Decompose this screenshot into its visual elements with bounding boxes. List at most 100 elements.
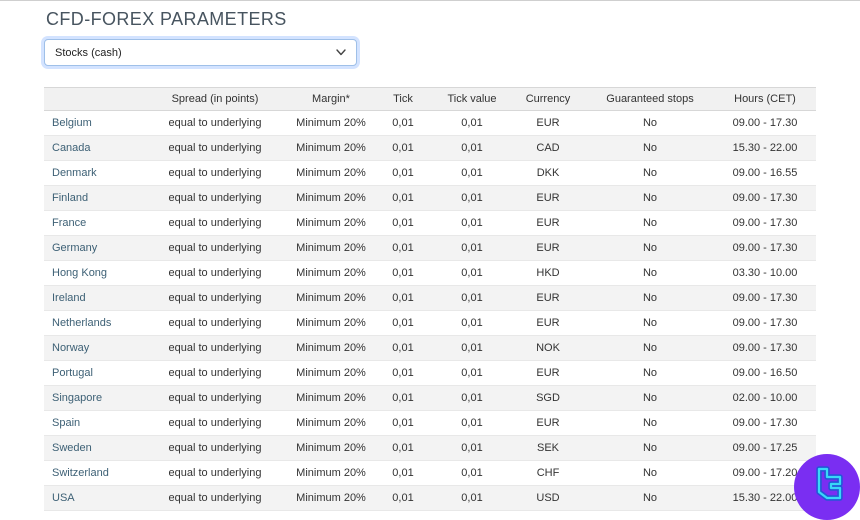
guaranteed-stops-cell: No xyxy=(586,285,714,311)
country-link[interactable]: Netherlands xyxy=(44,310,140,336)
country-link[interactable]: Germany xyxy=(44,235,140,261)
margin-cell: Minimum 20% xyxy=(290,335,372,361)
spread-cell: equal to underlying xyxy=(140,360,290,386)
currency-cell: EUR xyxy=(510,110,586,136)
hours-cell: 09.00 - 17.30 xyxy=(714,110,816,136)
spread-cell: equal to underlying xyxy=(140,260,290,286)
currency-cell: EUR xyxy=(510,235,586,261)
instrument-select-value: Stocks (cash) xyxy=(55,46,122,59)
country-link[interactable]: Portugal xyxy=(44,360,140,386)
guaranteed-stops-cell: No xyxy=(586,160,714,186)
spread-cell: equal to underlying xyxy=(140,285,290,311)
brand-watermark-logo-icon xyxy=(794,454,860,520)
tick-value-cell: 0,01 xyxy=(434,235,510,261)
tick-value-cell: 0,01 xyxy=(434,135,510,161)
margin-cell: Minimum 20% xyxy=(290,310,372,336)
margin-cell: Minimum 20% xyxy=(290,435,372,461)
hours-cell: 09.00 - 16.55 xyxy=(714,160,816,186)
tick-cell: 0,01 xyxy=(372,210,434,236)
page-title: CFD-FOREX PARAMETERS xyxy=(46,9,287,29)
tick-value-cell: 0,01 xyxy=(434,285,510,311)
tick-cell: 0,01 xyxy=(372,160,434,186)
margin-cell: Minimum 20% xyxy=(290,385,372,411)
table-row: USA equal to underlying Minimum 20% 0,01… xyxy=(44,485,816,511)
margin-cell: Minimum 20% xyxy=(290,135,372,161)
tick-cell: 0,01 xyxy=(372,360,434,386)
margin-cell: Minimum 20% xyxy=(290,410,372,436)
col-guaranteed-stops: Guaranteed stops xyxy=(586,87,714,111)
country-link[interactable]: Norway xyxy=(44,335,140,361)
guaranteed-stops-cell: No xyxy=(586,460,714,486)
spread-cell: equal to underlying xyxy=(140,135,290,161)
spread-cell: equal to underlying xyxy=(140,410,290,436)
guaranteed-stops-cell: No xyxy=(586,210,714,236)
guaranteed-stops-cell: No xyxy=(586,485,714,511)
hours-cell: 03.30 - 10.00 xyxy=(714,260,816,286)
table-row: Portugal equal to underlying Minimum 20%… xyxy=(44,360,816,386)
hours-cell: 15.30 - 22.00 xyxy=(714,135,816,161)
currency-cell: HKD xyxy=(510,260,586,286)
country-link[interactable]: Belgium xyxy=(44,110,140,136)
guaranteed-stops-cell: No xyxy=(586,335,714,361)
currency-cell: EUR xyxy=(510,310,586,336)
margin-cell: Minimum 20% xyxy=(290,485,372,511)
spread-cell: equal to underlying xyxy=(140,210,290,236)
table-row: Sweden equal to underlying Minimum 20% 0… xyxy=(44,435,816,461)
instrument-select[interactable]: Stocks (cash) xyxy=(44,39,357,66)
currency-cell: DKK xyxy=(510,160,586,186)
spread-cell: equal to underlying xyxy=(140,485,290,511)
hours-cell: 09.00 - 17.30 xyxy=(714,285,816,311)
spread-cell: equal to underlying xyxy=(140,435,290,461)
country-link[interactable]: Finland xyxy=(44,185,140,211)
col-currency: Currency xyxy=(510,87,586,111)
margin-cell: Minimum 20% xyxy=(290,160,372,186)
country-link[interactable]: Hong Kong xyxy=(44,260,140,286)
currency-cell: SGD xyxy=(510,385,586,411)
hours-cell: 09.00 - 17.30 xyxy=(714,410,816,436)
table-row: Singapore equal to underlying Minimum 20… xyxy=(44,385,816,411)
tick-cell: 0,01 xyxy=(372,410,434,436)
country-link[interactable]: Sweden xyxy=(44,435,140,461)
table-row: Ireland equal to underlying Minimum 20% … xyxy=(44,285,816,311)
col-tick-value: Tick value xyxy=(434,87,510,111)
country-link[interactable]: Spain xyxy=(44,410,140,436)
tick-cell: 0,01 xyxy=(372,110,434,136)
col-margin: Margin* xyxy=(290,87,372,111)
guaranteed-stops-cell: No xyxy=(586,110,714,136)
tick-value-cell: 0,01 xyxy=(434,360,510,386)
guaranteed-stops-cell: No xyxy=(586,410,714,436)
table-row: Switzerland equal to underlying Minimum … xyxy=(44,460,816,486)
currency-cell: NOK xyxy=(510,335,586,361)
country-link[interactable]: Ireland xyxy=(44,285,140,311)
col-tick: Tick xyxy=(372,87,434,111)
hours-cell: 09.00 - 17.30 xyxy=(714,185,816,211)
country-link[interactable]: Canada xyxy=(44,135,140,161)
country-link[interactable]: Denmark xyxy=(44,160,140,186)
guaranteed-stops-cell: No xyxy=(586,185,714,211)
table-row: Hong Kong equal to underlying Minimum 20… xyxy=(44,260,816,286)
hours-cell: 09.00 - 16.50 xyxy=(714,360,816,386)
guaranteed-stops-cell: No xyxy=(586,260,714,286)
country-link[interactable]: France xyxy=(44,210,140,236)
country-link[interactable]: Singapore xyxy=(44,385,140,411)
tick-value-cell: 0,01 xyxy=(434,310,510,336)
currency-cell: EUR xyxy=(510,210,586,236)
tick-value-cell: 0,01 xyxy=(434,185,510,211)
currency-cell: SEK xyxy=(510,435,586,461)
margin-cell: Minimum 20% xyxy=(290,235,372,261)
hours-cell: 09.00 - 17.30 xyxy=(714,235,816,261)
table-row: Finland equal to underlying Minimum 20% … xyxy=(44,185,816,211)
hours-cell: 09.00 - 17.30 xyxy=(714,210,816,236)
guaranteed-stops-cell: No xyxy=(586,385,714,411)
tick-cell: 0,01 xyxy=(372,435,434,461)
tick-cell: 0,01 xyxy=(372,335,434,361)
country-link[interactable]: USA xyxy=(44,485,140,511)
table-row: Netherlands equal to underlying Minimum … xyxy=(44,310,816,336)
currency-cell: EUR xyxy=(510,185,586,211)
tick-cell: 0,01 xyxy=(372,185,434,211)
guaranteed-stops-cell: No xyxy=(586,360,714,386)
spread-cell: equal to underlying xyxy=(140,335,290,361)
country-link[interactable]: Switzerland xyxy=(44,460,140,486)
tick-cell: 0,01 xyxy=(372,385,434,411)
tick-cell: 0,01 xyxy=(372,235,434,261)
